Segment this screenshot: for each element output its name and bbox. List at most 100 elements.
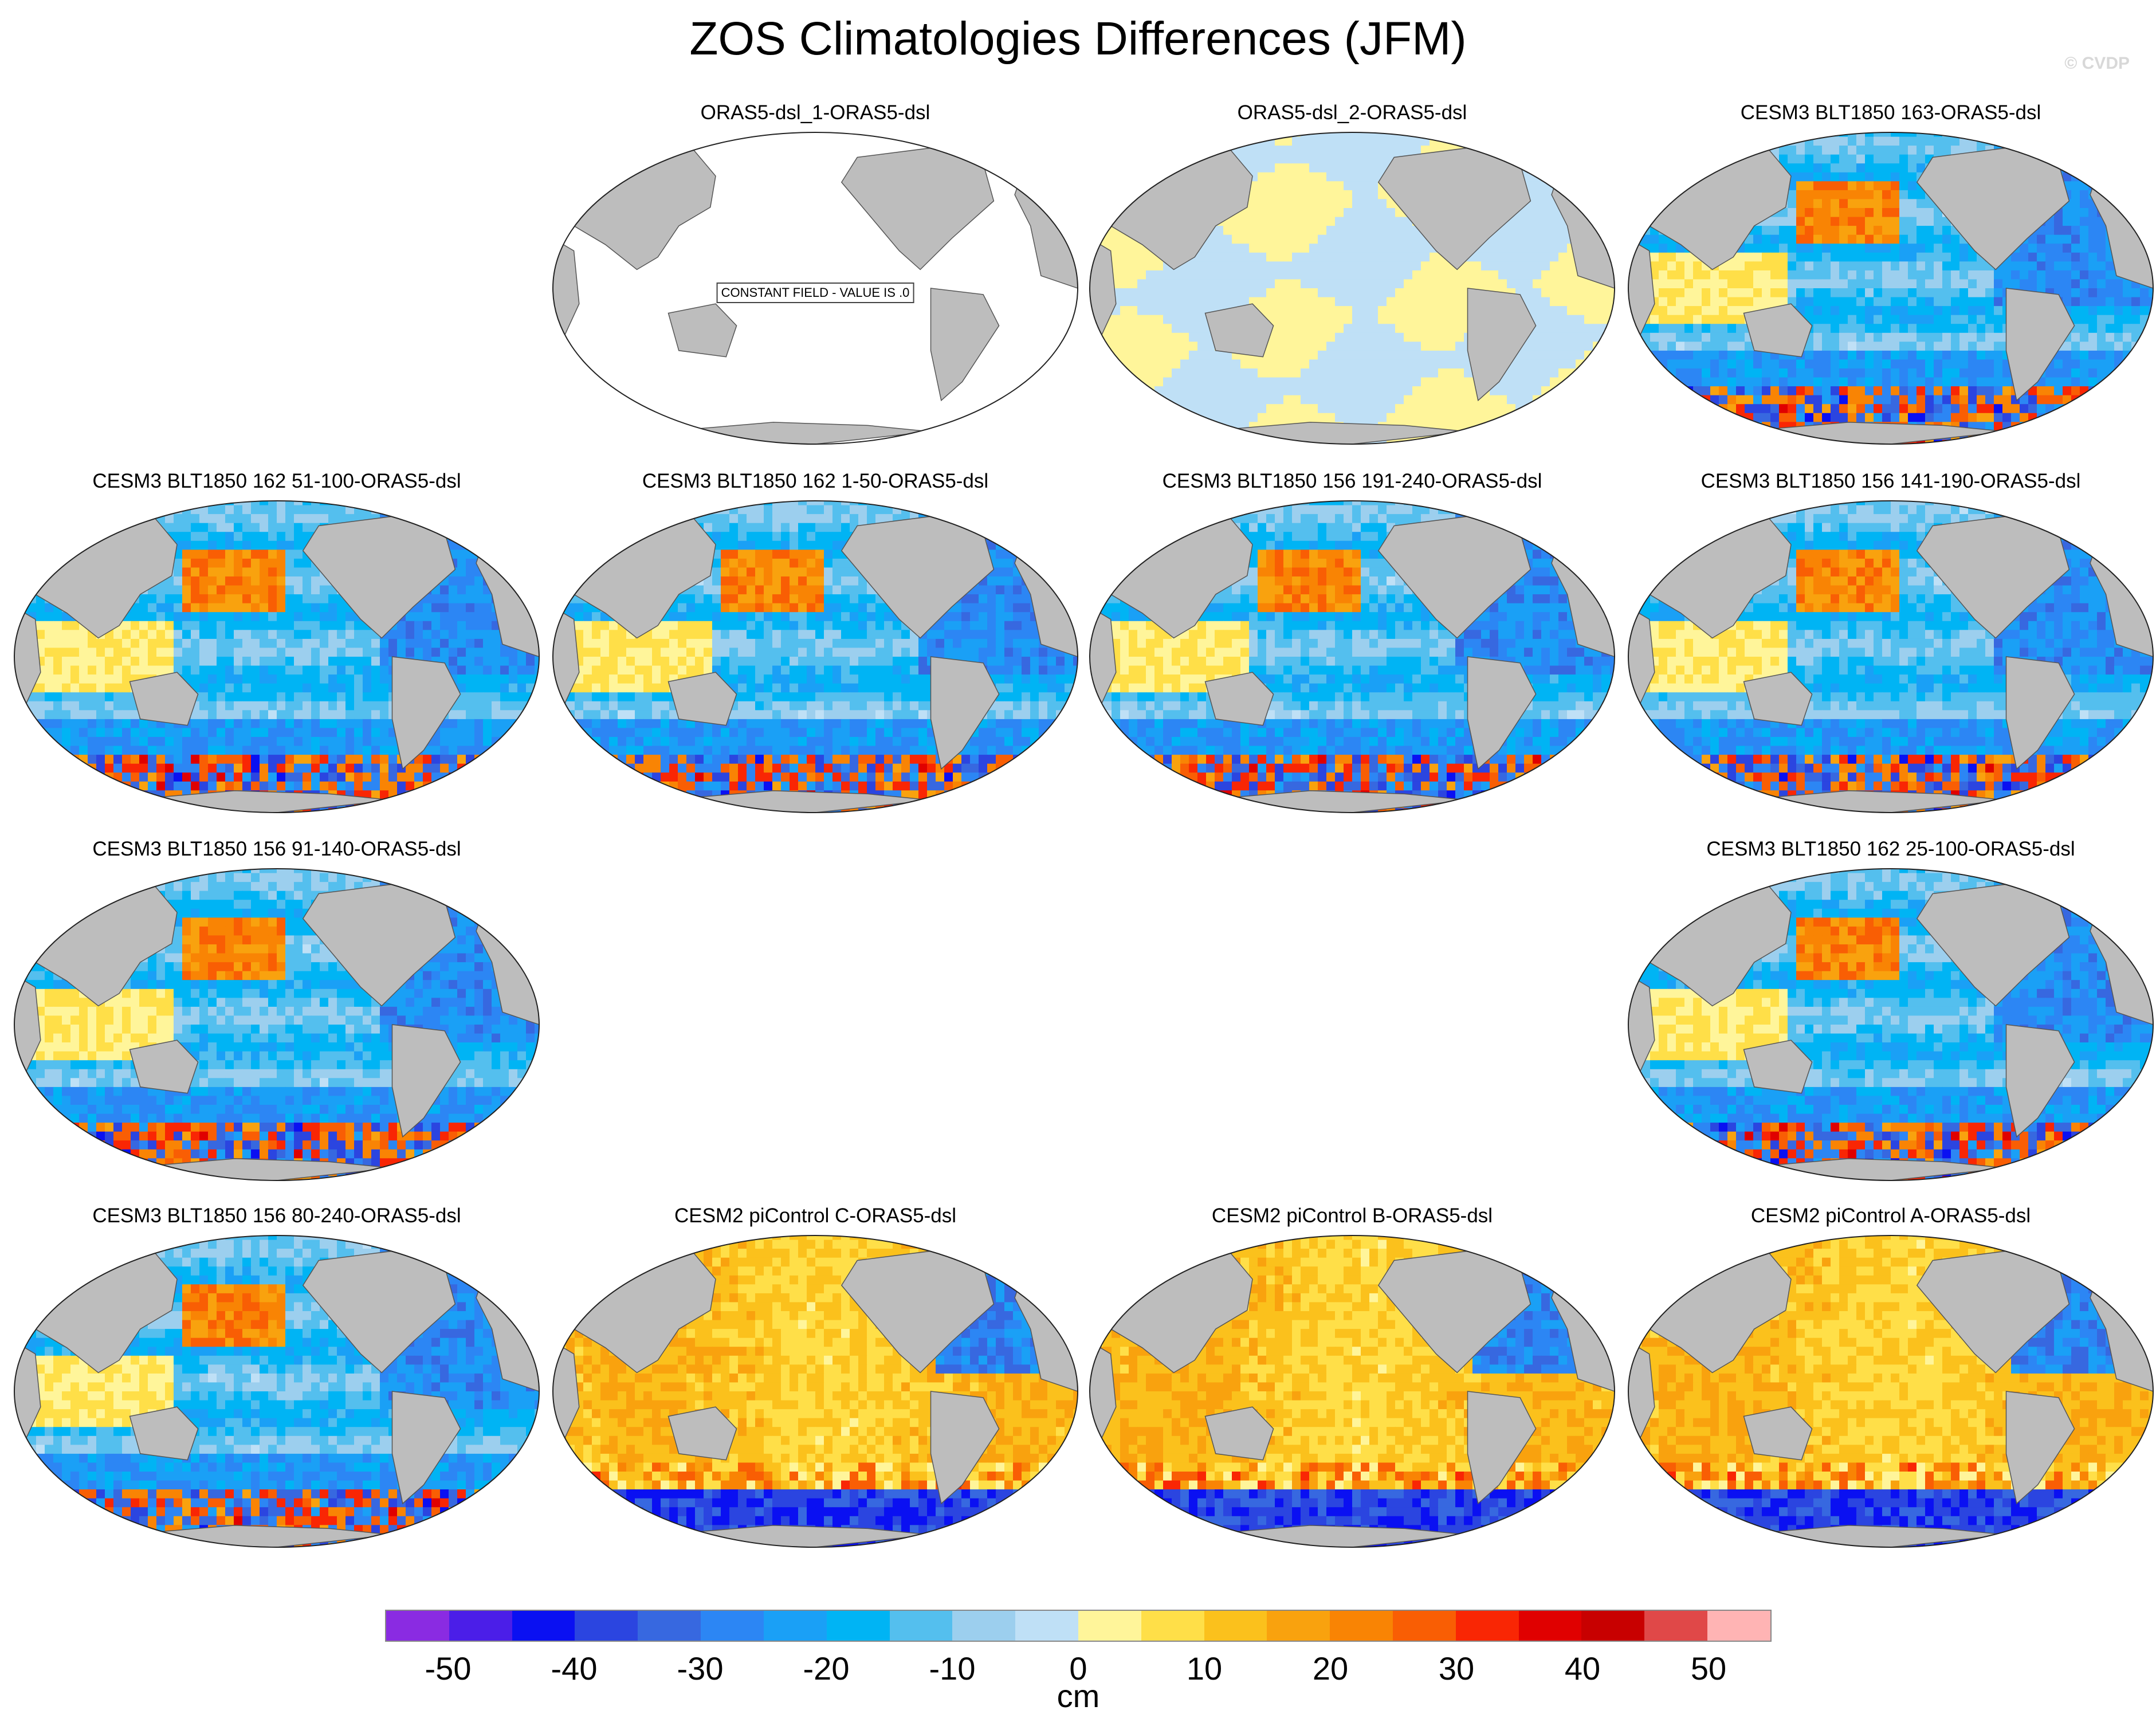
field-cell bbox=[1908, 288, 1917, 298]
field-cell bbox=[1899, 332, 1908, 342]
field-cell bbox=[1684, 377, 1694, 387]
field-cell bbox=[1352, 199, 1361, 209]
field-cell bbox=[2114, 377, 2123, 387]
field-cell bbox=[285, 558, 294, 568]
field-cell bbox=[1103, 413, 1112, 422]
field-cell bbox=[1727, 359, 1737, 369]
field-cell bbox=[1805, 172, 1814, 182]
field-cell bbox=[1584, 181, 1593, 191]
field-cell bbox=[1891, 324, 1900, 334]
field-cell bbox=[1908, 190, 1917, 200]
field-cell bbox=[1550, 208, 1559, 218]
field-cell bbox=[1412, 234, 1421, 244]
field-cell bbox=[1567, 172, 1576, 182]
field-cell bbox=[1882, 136, 1891, 146]
field-cell bbox=[2028, 395, 2037, 405]
field-cell bbox=[1865, 306, 1874, 316]
field-cell bbox=[2114, 404, 2123, 414]
field-cell bbox=[1318, 226, 1327, 236]
field-cell bbox=[1762, 350, 1771, 360]
field-cell bbox=[1361, 181, 1370, 191]
field-cell bbox=[1344, 297, 1353, 307]
field-cell bbox=[1094, 136, 1103, 146]
field-cell bbox=[1103, 234, 1112, 244]
field-cell bbox=[1856, 132, 1866, 138]
field-cell bbox=[1404, 368, 1413, 378]
field-cell bbox=[1326, 359, 1336, 369]
field-cell bbox=[1856, 306, 1866, 316]
field-cell bbox=[1189, 315, 1198, 324]
field-cell bbox=[1959, 324, 1969, 334]
field-cell bbox=[1908, 217, 1917, 226]
field-cell bbox=[1719, 332, 1728, 342]
field-cell bbox=[1684, 430, 1694, 441]
field-cell bbox=[1831, 297, 1840, 307]
field-cell bbox=[1430, 279, 1439, 289]
field-cell bbox=[1659, 244, 1668, 253]
field-cell bbox=[1985, 279, 1994, 289]
field-cell bbox=[1693, 132, 1702, 138]
field-cell bbox=[1593, 430, 1602, 441]
field-cell bbox=[1309, 172, 1318, 182]
field-cell bbox=[1702, 315, 1711, 324]
field-cell bbox=[1558, 154, 1568, 164]
field-cell bbox=[1352, 359, 1361, 369]
field-cell bbox=[251, 540, 260, 550]
field-cell bbox=[1507, 146, 1516, 155]
field-cell bbox=[1684, 270, 1694, 280]
field-cell bbox=[1633, 234, 1642, 244]
field-cell bbox=[1404, 146, 1413, 155]
field-cell bbox=[53, 514, 62, 524]
field-cell bbox=[1163, 404, 1172, 414]
field-cell bbox=[1934, 413, 1943, 422]
field-cell bbox=[1197, 422, 1207, 432]
field-cell bbox=[1676, 342, 1685, 351]
field-cell bbox=[2054, 440, 2063, 444]
field-cell bbox=[62, 540, 71, 550]
field-cell bbox=[1369, 172, 1379, 182]
field-cell bbox=[1094, 146, 1103, 155]
field-cell bbox=[1839, 359, 1848, 369]
field-cell bbox=[1112, 234, 1121, 244]
field-cell bbox=[1848, 146, 1857, 155]
field-cell bbox=[1335, 270, 1344, 280]
field-cell bbox=[483, 501, 492, 506]
field-cell bbox=[1650, 190, 1659, 200]
field-cell bbox=[1172, 297, 1181, 307]
field-cell bbox=[1584, 132, 1593, 138]
field-cell bbox=[1378, 190, 1387, 200]
field-cell bbox=[2097, 350, 2106, 360]
field-cell bbox=[1352, 234, 1361, 244]
field-cell bbox=[1899, 368, 1908, 378]
field-cell bbox=[1908, 359, 1917, 369]
field-cell bbox=[2088, 430, 2098, 441]
field-cell bbox=[14, 523, 19, 532]
field-cell bbox=[1197, 252, 1207, 262]
field-cell bbox=[1232, 288, 1241, 298]
field-cell bbox=[1805, 342, 1814, 351]
field-cell bbox=[1822, 404, 1831, 414]
field-cell bbox=[1387, 136, 1396, 146]
field-cell bbox=[1601, 217, 1611, 226]
field-cell bbox=[242, 532, 252, 542]
field-cell bbox=[1094, 172, 1103, 182]
field-cell bbox=[1283, 181, 1293, 191]
field-cell bbox=[1550, 359, 1559, 369]
field-cell bbox=[1641, 136, 1651, 146]
field-cell bbox=[1189, 386, 1198, 396]
field-cell bbox=[1112, 440, 1121, 444]
field-cell bbox=[1667, 404, 1676, 414]
field-cell bbox=[1831, 217, 1840, 226]
map-panel: CESM3 BLT1850 163-ORAS5-dsl bbox=[1624, 100, 2156, 478]
field-cell bbox=[2131, 306, 2141, 316]
field-cell bbox=[1369, 154, 1379, 164]
field-cell bbox=[1628, 234, 1633, 244]
field-cell bbox=[1361, 244, 1370, 253]
field-cell bbox=[1318, 413, 1327, 422]
field-cell bbox=[139, 501, 148, 506]
field-cell bbox=[2123, 413, 2132, 422]
field-cell bbox=[1693, 342, 1702, 351]
field-cell bbox=[1430, 136, 1439, 146]
field-cell bbox=[2114, 288, 2123, 298]
field-cell bbox=[1369, 181, 1379, 191]
